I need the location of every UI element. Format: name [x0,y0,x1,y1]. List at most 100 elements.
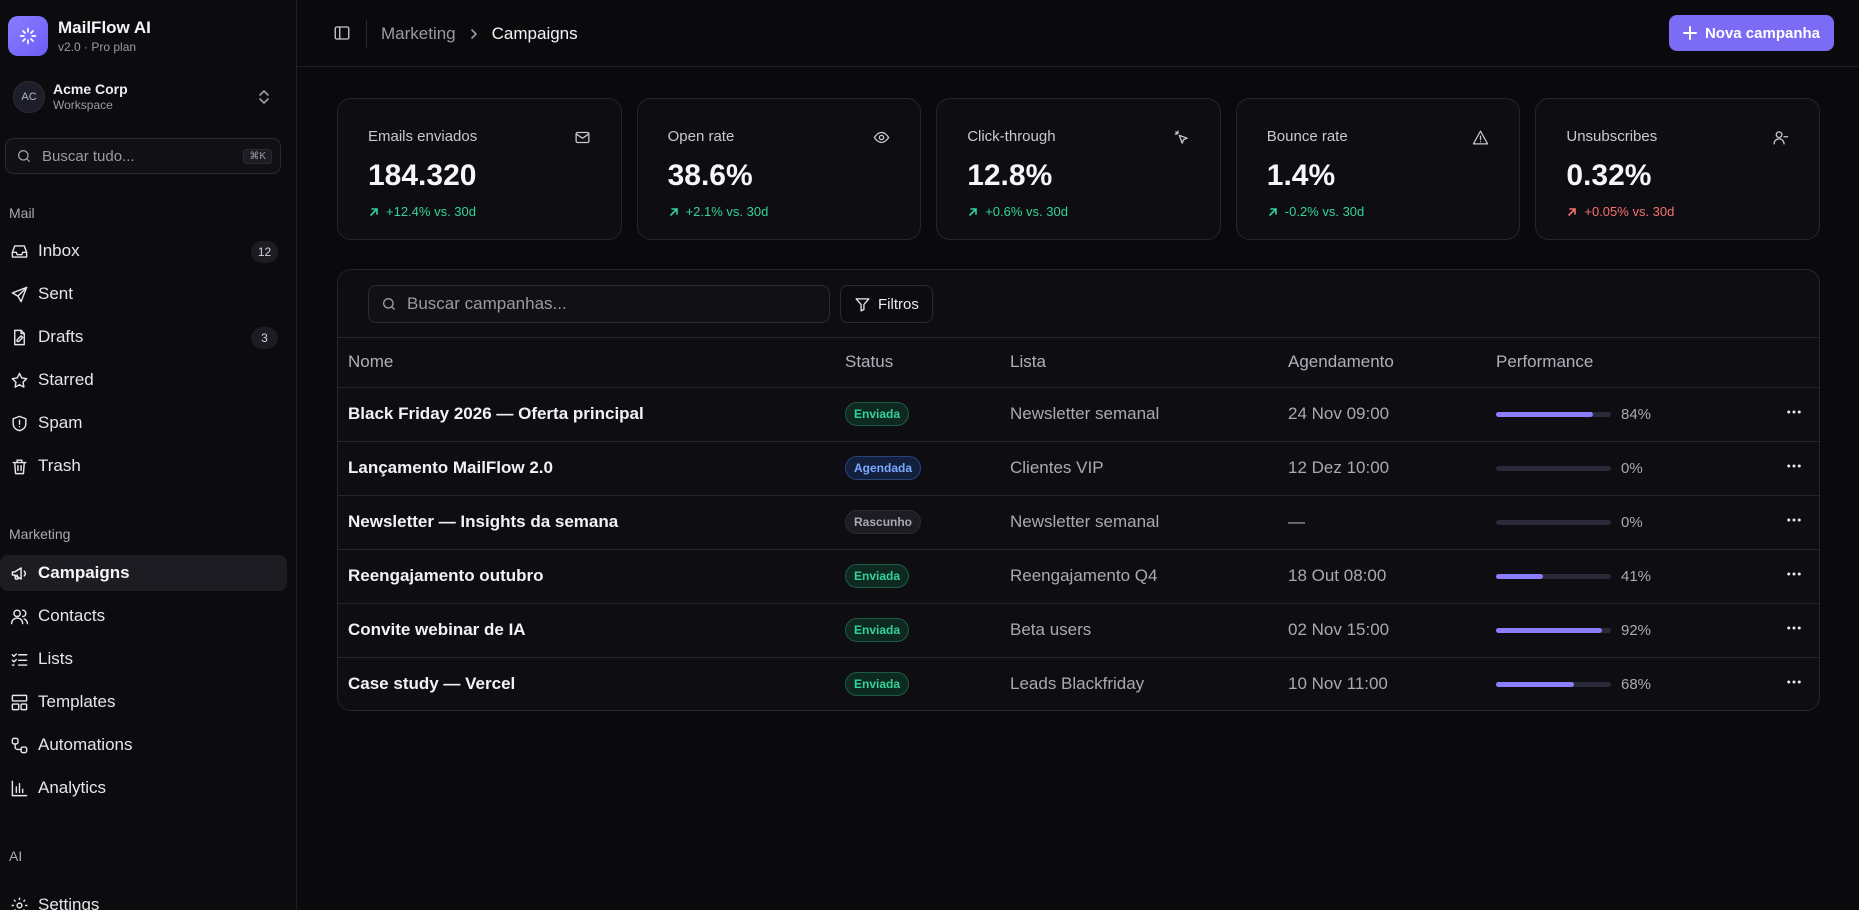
arrow-up-right-icon [967,206,985,218]
list-name: Clientes VIP [1010,441,1288,496]
sidebar-item-automations[interactable]: Automations [0,727,288,763]
stat-delta-text: +0.05% vs. 30d [1584,204,1675,219]
sidebar-item-lists[interactable]: Lists [0,641,288,677]
stat-value: 184.320 [368,159,477,192]
workflow-icon [9,735,29,755]
status-cell: Rascunho [845,495,1010,550]
campaign-name[interactable]: Black Friday 2026 — Oferta principal [338,387,845,442]
sidebar-item-templates[interactable]: Templates [0,684,288,720]
filter-icon [854,296,878,313]
table-row[interactable]: Lançamento MailFlow 2.0 Agendada Clientes … [338,441,1819,496]
template-icon [9,692,29,712]
sidebar-item-label: Lists [38,649,73,668]
column-header-list[interactable]: Lista [1010,338,1288,388]
draft-icon [9,327,29,347]
sidebar-item-inbox[interactable]: Inbox 12 [0,233,288,269]
performance-cell: 68% [1496,657,1769,710]
status-badge: Enviada [845,618,910,642]
brand[interactable]: MailFlow AI v2.0 · Pro plan [8,16,151,56]
table-row[interactable]: Reengajamento outubro Enviada Reengajament… [338,549,1819,604]
sidebar-item-analytics[interactable]: Analytics [0,770,288,806]
sidebar-item-trash[interactable]: Trash [0,448,288,484]
stats-row: Emails enviados 184.320 +12.4% vs. 30d O… [337,98,1820,240]
shield-icon [9,413,29,433]
performance-percent: 0% [1621,513,1643,531]
sidebar-toggle-icon[interactable] [333,24,351,42]
stat-title: Click-through [967,128,1056,145]
arrow-up-right-icon [1267,206,1285,218]
table-row[interactable]: Black Friday 2026 — Oferta principal Envi… [338,387,1819,442]
status-badge: Rascunho [845,510,922,534]
arrow-up-right-icon [1566,206,1584,218]
table-toolbar: Buscar campanhas... Filtros [338,270,1819,338]
column-header-performance[interactable]: Performance [1496,338,1769,388]
sidebar-item-settings[interactable]: Settings [0,887,288,910]
schedule-time: 24 Nov 09:00 [1288,387,1496,442]
row-actions-cell [1769,495,1819,550]
sidebar-item-label: Settings [38,895,100,910]
workspace-switcher[interactable]: AC Acme Corp Workspace [8,78,280,116]
sidebar-item-contacts[interactable]: Contacts [0,598,288,634]
trash-icon [9,456,29,476]
section-label-mail: Mail [9,205,35,221]
list-name: Beta users [1010,603,1288,658]
more-horizontal-icon[interactable] [1785,511,1803,529]
breadcrumb-marketing[interactable]: Marketing [381,24,456,43]
sidebar-item-campaigns[interactable]: Campaigns [0,555,287,591]
chevrons-up-down-icon [256,88,272,106]
global-search-input[interactable]: Buscar tudo... ⌘K [5,138,281,174]
performance-cell: 41% [1496,549,1769,604]
filters-button[interactable]: Filtros [840,285,933,323]
arrow-up-right-icon [668,206,686,218]
sidebar-item-label: Contacts [38,606,106,625]
inbox-icon [9,241,29,261]
sidebar-item-sent[interactable]: Sent [0,276,288,312]
more-horizontal-icon[interactable] [1785,619,1803,637]
more-horizontal-icon[interactable] [1785,565,1803,583]
campaign-search-input[interactable]: Buscar campanhas... [368,285,830,323]
row-actions-cell [1769,441,1819,496]
sidebar-item-spam[interactable]: Spam [0,405,288,441]
performance-cell: 84% [1496,387,1769,442]
performance-bar-fill [1496,573,1544,579]
sidebar-item-label: Sent [38,284,73,303]
inbox-count-badge: 12 [251,241,278,263]
new-campaign-button[interactable]: Nova campanha [1668,15,1834,51]
more-horizontal-icon[interactable] [1785,673,1803,691]
performance-percent: 68% [1621,675,1652,693]
sidebar-item-drafts[interactable]: Drafts 3 [0,319,288,355]
column-header-schedule[interactable]: Agendamento [1288,338,1496,388]
sidebar-item-label: Campaigns [38,563,130,582]
more-horizontal-icon[interactable] [1785,457,1803,475]
performance-percent: 92% [1621,621,1652,639]
plus-icon [1682,26,1705,40]
status-badge: Enviada [845,564,910,588]
performance-cell: 0% [1496,441,1769,496]
table-row[interactable]: Convite webinar de IA Enviada Beta users 02… [338,603,1819,658]
more-horizontal-icon[interactable] [1785,403,1803,421]
stat-delta: +0.05% vs. 30d [1566,204,1819,219]
stat-delta-text: +0.6% vs. 30d [985,204,1068,219]
campaign-name[interactable]: Lançamento MailFlow 2.0 [338,441,845,496]
sidebar-item-label: Templates [38,692,116,711]
schedule-time: — [1288,495,1496,550]
sidebar-item-starred[interactable]: Starred [0,362,288,398]
list-name: Leads Blackfriday [1010,674,1145,694]
breadcrumb-campaigns: Campaigns [491,24,578,43]
workspace-name: Acme Corp [53,81,128,97]
table-row[interactable]: Newsletter — Insights da semana Rascunho N… [338,495,1819,550]
campaign-name[interactable]: Convite webinar de IA [338,603,845,658]
stat-card-unsubscribes: Unsubscribes 0.32% +0.05% vs. 30d [1535,98,1820,240]
campaign-name[interactable]: Case study — Vercel [348,674,516,694]
performance-cell: 0% [1496,495,1769,550]
table-row[interactable]: Case study — Vercel Enviada Leads Blackfri… [338,657,1819,710]
performance-bar [1496,681,1611,687]
campaign-name[interactable]: Reengajamento outubro [338,549,845,604]
performance-percent: 41% [1621,567,1652,585]
search-shortcut: ⌘K [243,148,272,164]
column-header-status[interactable]: Status [845,338,1010,388]
column-header-name[interactable]: Nome [338,338,845,388]
campaign-name[interactable]: Newsletter — Insights da semana [338,495,845,550]
schedule-time: 12 Dez 10:00 [1288,441,1496,496]
users-icon [9,606,29,626]
